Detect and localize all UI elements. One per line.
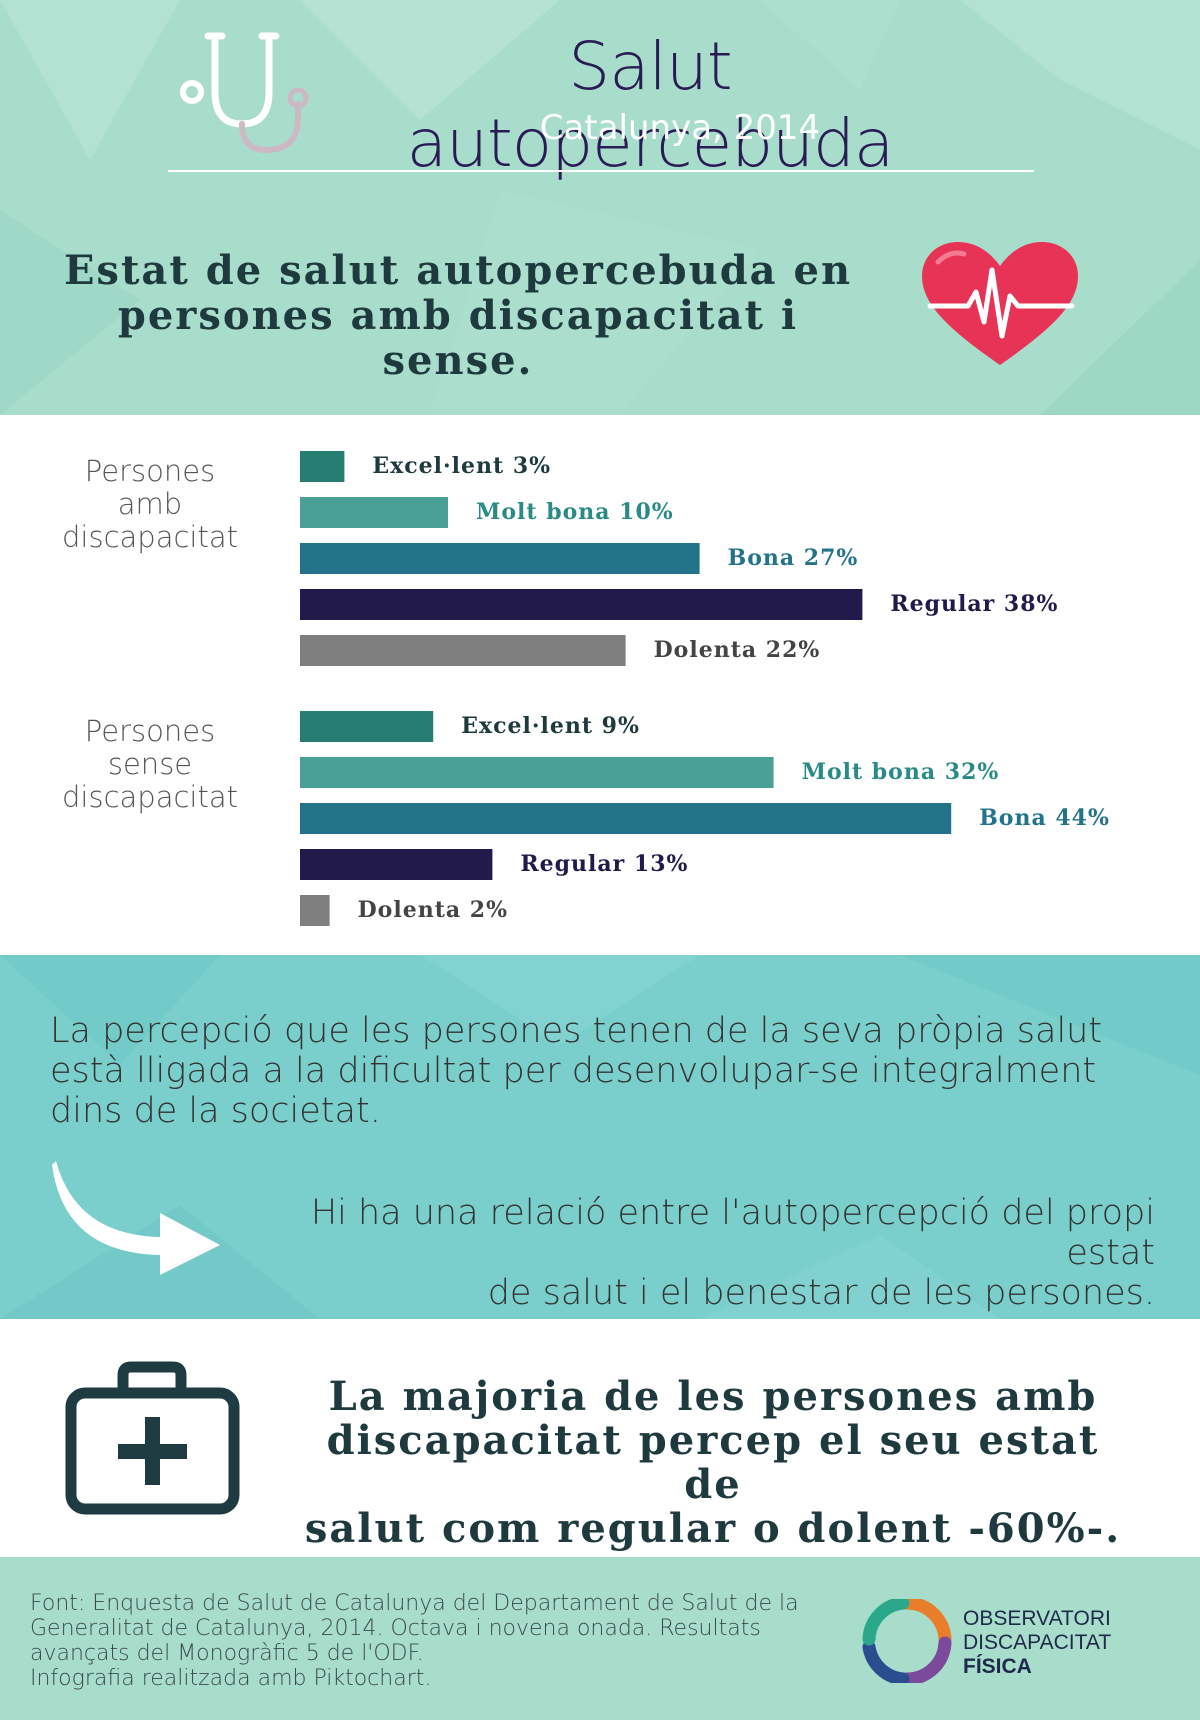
logo-line-3: FÍSICA: [963, 1655, 1032, 1678]
conclusion-statement: La majoria de les persones amb discapaci…: [298, 1375, 1128, 1551]
group-label-with-disability: Persones amb discapacitat: [40, 455, 260, 554]
bar-chart-canvas: Excel·lent 3% Molt bona 10% Bona 27% Regula…: [300, 451, 1110, 926]
bar-with-disability-4: [300, 635, 626, 666]
group-label-line: discapacitat: [62, 520, 238, 554]
conclusion-line: La majoria de les persones amb: [328, 1373, 1098, 1420]
header-background-pattern: [0, 0, 1200, 415]
bar-label-with-disability-1: Molt bona 10%: [476, 499, 674, 525]
bar-with-disability-3: [300, 589, 863, 620]
perception-statement: La percepció que les persones tenen de l…: [50, 1011, 1150, 1131]
perception-statement-line: està lligada a la dificultat per desenvo…: [50, 1051, 1097, 1091]
logo-line-2: DISCAPACITAT: [963, 1631, 1112, 1654]
conclusion-section: La majoria de les persones amb discapaci…: [0, 1319, 1200, 1557]
page-subtitle: Catalunya, 2014: [539, 108, 821, 148]
group-label-without-disability: Persones sense discapacitat: [40, 715, 260, 814]
group-label-line: Persones: [84, 454, 216, 488]
bar-without-disability-1: [300, 757, 774, 788]
bar-label-without-disability-3: Regular 13%: [520, 851, 688, 877]
section-heading-line-1: Estat de salut autopercebuda en: [63, 247, 853, 294]
bar-label-without-disability-2: Bona 44%: [979, 805, 1110, 831]
relation-statement-line: Hi ha una relació entre l'autopercepció …: [310, 1193, 1155, 1273]
bar-without-disability-3: [300, 849, 493, 880]
logo-line-1: OBSERVATORI: [963, 1607, 1111, 1630]
heart-pulse-icon: [922, 242, 1078, 365]
observatori-logo: [862, 1599, 952, 1683]
group-label-line: amb: [117, 487, 183, 521]
source-line: Font: Enquesta de Salut de Catalunya del…: [30, 1591, 799, 1616]
section-heading: Estat de salut autopercebuda en persones…: [48, 248, 868, 383]
bar-label-without-disability-4: Dolenta 2%: [358, 897, 508, 923]
bar-with-disability-1: [300, 497, 448, 528]
logo-wordmark: OBSERVATORI DISCAPACITAT FÍSICA: [963, 1607, 1111, 1679]
footer-section: Font: Enquesta de Salut de Catalunya del…: [0, 1557, 1200, 1720]
bar-label-with-disability-4: Dolenta 22%: [654, 637, 821, 663]
relation-statement-line: de salut i el benestar de les persones.: [487, 1273, 1155, 1313]
section-heading-line-2: persones amb discapacitat i sense.: [117, 292, 799, 384]
bar-with-disability-0: [300, 451, 345, 482]
bar-label-with-disability-2: Bona 27%: [728, 545, 859, 571]
source-line: avançats del Monogràfic 5 de l'ODF.: [30, 1641, 424, 1666]
conclusion-line: discapacitat percep el seu estat de: [326, 1417, 1100, 1508]
bar-label-without-disability-0: Excel·lent 9%: [461, 713, 640, 739]
source-line: Generalitat de Catalunya, 2014. Octava i…: [30, 1616, 761, 1641]
bar-label-with-disability-0: Excel·lent 3%: [372, 453, 551, 479]
group-label-line: discapacitat: [62, 780, 238, 814]
bar-without-disability-2: [300, 803, 952, 834]
bar-without-disability-0: [300, 711, 434, 742]
header-section: Salut autopercebuda Catalunya, 2014 Esta…: [0, 0, 1200, 415]
curved-arrow-icon: [52, 1161, 220, 1275]
bar-label-with-disability-3: Regular 38%: [890, 591, 1058, 617]
bar-with-disability-2: [300, 543, 700, 574]
perception-statement-line: La percepció que les persones tenen de l…: [50, 1011, 1103, 1051]
page-title: Salut autopercebuda: [406, 28, 895, 182]
perception-statement-line: dins de la societat.: [50, 1091, 381, 1131]
title-divider: [168, 170, 1034, 172]
conclusion-line: salut com regular o dolent -60%-.: [304, 1505, 1122, 1552]
group-label-line: Persones: [84, 714, 216, 748]
group-label-line: sense: [107, 747, 193, 781]
stethoscope-icon: [180, 32, 309, 154]
bar-without-disability-4: [300, 895, 330, 926]
source-line: Infografia realitzada amb Piktochart.: [30, 1666, 432, 1691]
relation-statement: Hi ha una relació entre l'autopercepció …: [240, 1193, 1155, 1313]
first-aid-kit-icon: [65, 1361, 240, 1515]
source-note: Font: Enquesta de Salut de Catalunya del…: [30, 1591, 820, 1691]
bar-label-without-disability-1: Molt bona 32%: [802, 759, 1000, 785]
health-bar-chart: Excel·lent 3% Molt bona 10% Bona 27% Regula…: [0, 415, 1200, 955]
relation-band: La percepció que les persones tenen de l…: [0, 955, 1200, 1319]
